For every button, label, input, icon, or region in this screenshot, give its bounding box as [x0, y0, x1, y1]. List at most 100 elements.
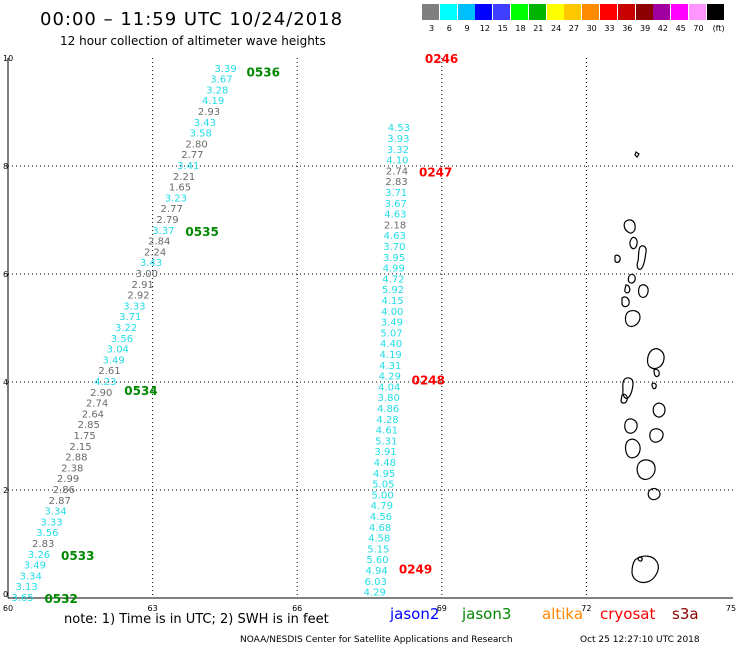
scale-label: 15	[497, 24, 508, 33]
scale-label: 21	[533, 24, 544, 33]
island-outline	[627, 273, 636, 284]
swh-value: 2.80	[185, 139, 207, 150]
swh-value: 4.79	[371, 501, 393, 512]
island-outline	[636, 459, 656, 480]
scale-label: 27	[568, 24, 579, 33]
pass-time-label: 0247	[419, 165, 452, 179]
x-tick-label: 66	[292, 604, 302, 613]
swh-value: 4.94	[365, 566, 387, 577]
swh-value: 4.61	[376, 426, 398, 437]
legend-entry-jason3: jason3	[462, 605, 512, 623]
swh-value: 2.92	[127, 291, 149, 302]
swh-value: 5.31	[375, 436, 397, 447]
swh-value: 3.33	[40, 517, 62, 528]
scale-swatch	[546, 4, 564, 20]
island-outline	[629, 236, 638, 250]
swh-value: 3.34	[20, 571, 42, 582]
island-outline	[649, 428, 664, 443]
swh-value: 2.77	[161, 204, 183, 215]
swh-value: 3.00	[136, 269, 158, 280]
swh-value: 4.63	[384, 210, 406, 221]
swh-value: 4.29	[379, 372, 401, 383]
island-outline	[622, 377, 634, 400]
scale-label: 42	[657, 24, 668, 33]
scale-label: 30	[586, 24, 597, 33]
swh-value: 4.29	[364, 588, 386, 599]
scale-swatch	[439, 4, 457, 20]
swh-value: 2.38	[61, 463, 83, 474]
swh-value: 5.00	[371, 490, 393, 501]
swh-value: 3.49	[103, 355, 125, 366]
pass-time-label: 0248	[412, 373, 445, 387]
swh-value: 2.18	[384, 220, 406, 231]
scale-swatch	[706, 4, 724, 20]
island-outline	[614, 254, 621, 263]
swh-value: 3.23	[165, 193, 187, 204]
swh-value: 2.74	[386, 166, 408, 177]
island-outline	[653, 368, 660, 378]
swh-value: 4.48	[374, 458, 396, 469]
swh-value: 2.87	[49, 496, 71, 507]
island-outline	[624, 310, 641, 328]
y-tick-label: 0	[3, 590, 8, 599]
scale-label: 45	[675, 24, 686, 33]
island-outline	[623, 219, 636, 234]
x-tick-label: 72	[581, 604, 591, 613]
island-outline	[624, 418, 638, 434]
y-tick-label: 2	[3, 486, 8, 495]
scale-swatch	[671, 4, 689, 20]
y-tick-label: 6	[3, 270, 8, 279]
pass-time-label: 0534	[124, 384, 157, 398]
swh-value: 4.40	[380, 339, 402, 350]
pass-time-label: 0532	[44, 592, 77, 606]
swh-value: 3.43	[140, 258, 162, 269]
island-outline	[636, 245, 647, 271]
swh-value: 3.34	[44, 507, 66, 518]
swh-value: 2.61	[98, 366, 120, 377]
scale-swatch	[600, 4, 617, 20]
swh-value: 3.56	[111, 334, 133, 345]
scale-swatch	[528, 4, 546, 20]
scale-label: 3	[428, 24, 435, 33]
scale-label: 70	[693, 24, 704, 33]
island-outline	[647, 488, 661, 501]
swh-value: 2.79	[156, 215, 178, 226]
map-title: 00:00 – 11:59 UTC 10/24/2018	[40, 9, 344, 30]
scale-swatch	[617, 4, 635, 20]
scale-label: 33	[604, 24, 615, 33]
swh-value: 3.28	[206, 85, 228, 96]
swh-value: 2.86	[53, 485, 75, 496]
swh-value: 5.05	[372, 480, 394, 491]
island-outline	[637, 284, 649, 298]
x-tick-label: 75	[726, 604, 736, 613]
swh-value: 3.49	[24, 561, 46, 572]
swh-value: 4.53	[388, 123, 410, 134]
swh-value: 3.04	[107, 345, 129, 356]
swh-value: 2.64	[82, 409, 104, 420]
island-outline	[651, 382, 657, 390]
swh-value: 3.71	[385, 188, 407, 199]
swh-value: 4.72	[382, 274, 404, 285]
swh-value: 2.77	[181, 150, 203, 161]
swh-value: 4.04	[378, 382, 400, 393]
swh-value: 3.95	[383, 253, 405, 264]
swh-value: 4.68	[369, 523, 391, 534]
credit-line: NOAA/NESDIS Center for Satellite Applica…	[240, 635, 513, 645]
swh-value: 3.91	[374, 447, 396, 458]
legend-entry-altika: altika	[542, 605, 584, 623]
swh-value: 4.19	[202, 96, 224, 107]
legend-entry-cryosat: cryosat	[600, 605, 656, 623]
swh-value: 3.26	[28, 550, 50, 561]
swh-value: 2.74	[86, 399, 108, 410]
scale-unit-label: (ft)	[712, 24, 725, 33]
scale-label: 12	[479, 24, 490, 33]
swh-value: 3.39	[214, 64, 236, 75]
swh-value: 4.00	[381, 307, 403, 318]
swh-value: 4.58	[368, 534, 390, 545]
swh-value: 3.33	[123, 301, 145, 312]
swh-value: 2.93	[198, 107, 220, 118]
swh-value: 4.28	[376, 415, 398, 426]
island-outline	[624, 284, 631, 294]
x-tick-label: 60	[3, 604, 13, 613]
